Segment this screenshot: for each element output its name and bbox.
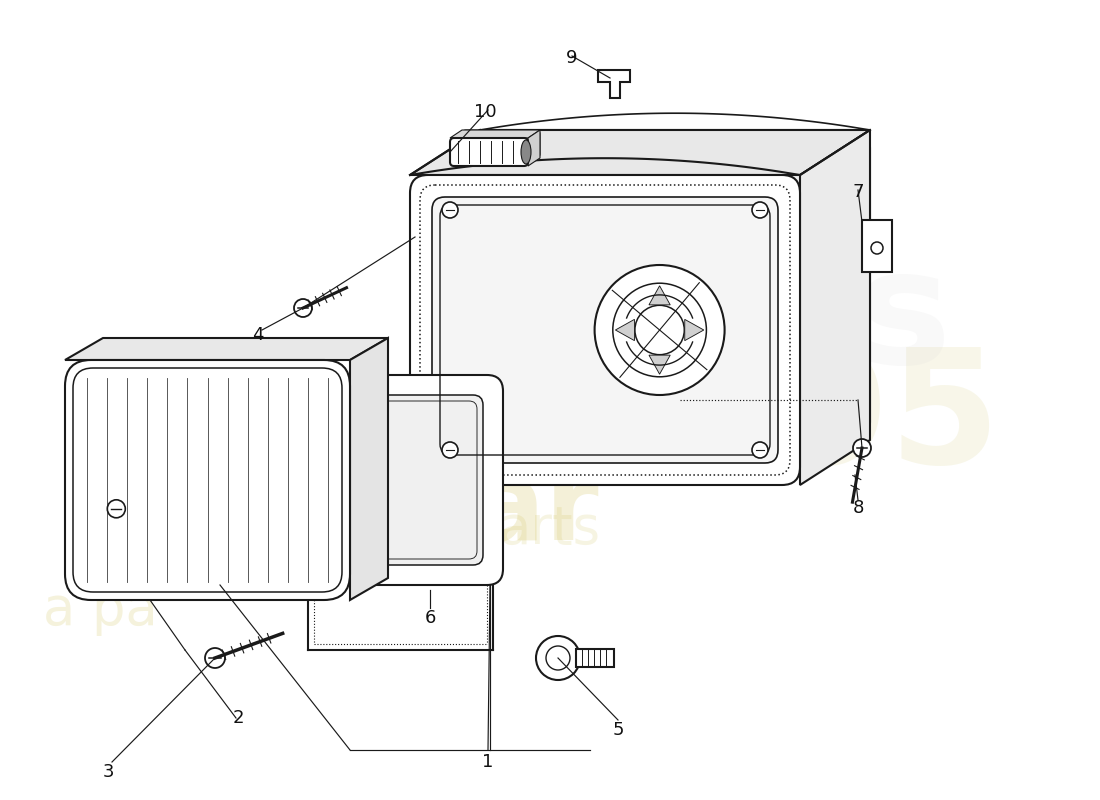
- Text: 4: 4: [252, 326, 264, 344]
- Circle shape: [108, 500, 125, 518]
- Circle shape: [595, 265, 725, 395]
- Text: a pa: a pa: [43, 584, 157, 636]
- Polygon shape: [598, 70, 630, 98]
- Circle shape: [871, 242, 883, 254]
- FancyBboxPatch shape: [576, 649, 614, 667]
- FancyBboxPatch shape: [480, 130, 870, 440]
- Text: rtsp: rtsp: [278, 539, 382, 591]
- FancyBboxPatch shape: [862, 220, 892, 272]
- Text: 5: 5: [613, 721, 624, 739]
- FancyBboxPatch shape: [298, 375, 503, 585]
- Text: 7: 7: [852, 183, 864, 201]
- Polygon shape: [649, 355, 670, 374]
- Text: 6: 6: [425, 609, 436, 627]
- FancyBboxPatch shape: [432, 197, 778, 463]
- Polygon shape: [684, 319, 704, 341]
- FancyBboxPatch shape: [318, 395, 483, 565]
- Circle shape: [294, 299, 312, 317]
- Circle shape: [752, 202, 768, 218]
- Polygon shape: [65, 338, 388, 360]
- Polygon shape: [410, 130, 870, 175]
- Circle shape: [852, 439, 871, 457]
- Text: 95: 95: [779, 342, 1001, 498]
- Text: 9: 9: [566, 49, 578, 67]
- Circle shape: [752, 442, 768, 458]
- Text: arts: arts: [499, 504, 601, 556]
- FancyBboxPatch shape: [65, 360, 350, 600]
- Text: eur: eur: [98, 492, 302, 598]
- Text: 8: 8: [852, 499, 864, 517]
- Circle shape: [205, 648, 225, 668]
- Polygon shape: [615, 319, 635, 341]
- Text: 10: 10: [474, 103, 496, 121]
- Polygon shape: [800, 130, 870, 485]
- Circle shape: [319, 473, 333, 487]
- Text: opar: opar: [321, 457, 600, 563]
- FancyBboxPatch shape: [462, 130, 540, 158]
- Text: 3: 3: [102, 763, 113, 781]
- FancyBboxPatch shape: [410, 175, 800, 485]
- Polygon shape: [350, 338, 388, 600]
- Text: 2: 2: [232, 709, 244, 727]
- Polygon shape: [528, 130, 540, 166]
- Polygon shape: [450, 130, 540, 138]
- Polygon shape: [649, 286, 670, 305]
- Ellipse shape: [521, 140, 531, 164]
- Text: 1: 1: [482, 753, 494, 771]
- Text: es: es: [748, 242, 952, 398]
- Circle shape: [442, 442, 458, 458]
- Circle shape: [442, 202, 458, 218]
- FancyBboxPatch shape: [450, 138, 528, 166]
- Circle shape: [536, 636, 580, 680]
